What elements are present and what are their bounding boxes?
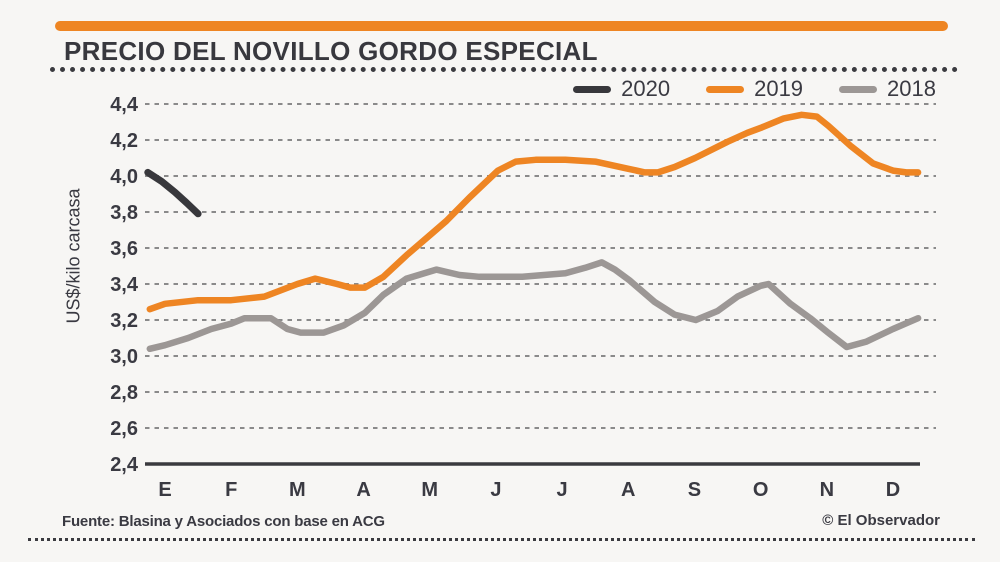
x-tick-label: M xyxy=(421,479,438,501)
y-tick-label: 3,0 xyxy=(110,346,138,368)
series-line-2020 xyxy=(144,168,202,218)
x-tick-label: O xyxy=(753,479,769,501)
legend-swatch-2019 xyxy=(706,85,745,93)
legend-swatch-2018 xyxy=(839,85,878,93)
x-tick-label: F xyxy=(225,479,237,501)
source-note: Fuente: Blasina y Asociados con base en … xyxy=(62,513,385,530)
x-tick-label: A xyxy=(356,479,370,501)
y-tick-label: 4,2 xyxy=(110,130,138,152)
x-tick-label: M xyxy=(289,479,306,501)
x-tick-label: E xyxy=(158,479,171,501)
legend-label-2018: 2018 xyxy=(887,76,936,101)
footer-dotted-divider xyxy=(28,538,975,541)
x-tick-label: N xyxy=(820,479,834,501)
y-tick-label: 2,8 xyxy=(110,382,138,404)
y-tick-label: 2,4 xyxy=(110,454,139,476)
y-tick-label: 4,0 xyxy=(110,166,138,188)
legend-item-2018: 2018 xyxy=(839,76,936,102)
x-tick-label: J xyxy=(557,479,568,501)
page-title: PRECIO DEL NOVILLO GORDO ESPECIAL xyxy=(64,36,598,66)
y-tick-label: 4,4 xyxy=(110,94,139,116)
legend-item-2019: 2019 xyxy=(706,76,803,102)
y-tick-label: 3,2 xyxy=(110,310,138,332)
legend-label-2019: 2019 xyxy=(754,76,804,101)
publisher-credit: © El Observador xyxy=(822,512,940,529)
x-tick-label: S xyxy=(688,479,701,501)
title-dotted-divider xyxy=(50,67,958,72)
legend-label-2020: 2020 xyxy=(621,76,671,101)
series-line-2018 xyxy=(146,259,922,353)
y-tick-label: 3,8 xyxy=(110,202,138,224)
series-line-2019 xyxy=(146,111,922,313)
chart-legend: 2020 2019 2018 xyxy=(573,76,936,102)
y-tick-label: 2,6 xyxy=(110,418,138,440)
y-tick-label: 3,6 xyxy=(110,238,138,260)
top-accent-bar xyxy=(55,21,948,31)
legend-swatch-2020 xyxy=(573,85,612,93)
x-tick-label: D xyxy=(886,479,900,501)
x-tick-label: J xyxy=(490,479,501,501)
y-tick-label: 3,4 xyxy=(110,274,139,296)
x-tick-label: A xyxy=(621,479,635,501)
legend-item-2020: 2020 xyxy=(573,76,670,102)
